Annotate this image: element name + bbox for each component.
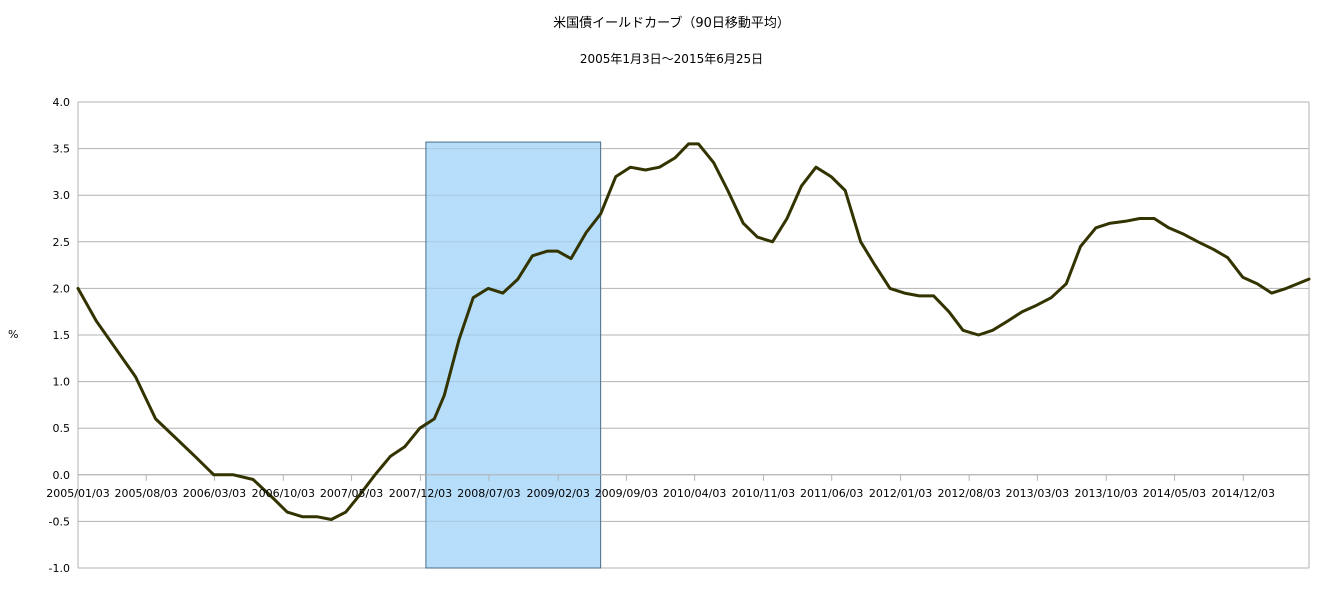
axis-layer [77, 102, 1309, 568]
label-layer: 4.0 3.5 3.0 2.5 2.0 1.5 1.0 0.5 0.0 -0.5 -1.0 2005/… [46, 96, 1275, 575]
chart-title: 米国債イールドカーブ（90日移動平均） [553, 16, 790, 31]
x-tick-label: 2008/07/03 [457, 487, 520, 500]
x-tick-label: 2012/01/03 [869, 487, 932, 500]
x-tick-label: 2005/08/03 [115, 487, 178, 500]
y-tick-label: 2.0 [53, 282, 71, 295]
x-tick-label: 2007/12/03 [389, 487, 452, 500]
highlight-band [425, 141, 602, 569]
chart-subtitle: 2005年1月3日～2015年6月25日 [579, 52, 764, 66]
x-tick-label: 2006/10/03 [252, 487, 315, 500]
y-tick-label: 3.0 [53, 189, 71, 202]
y-tick-label: 0.5 [53, 422, 71, 435]
x-tick-label: 2009/09/03 [595, 487, 658, 500]
y-tick-label: -0.5 [49, 515, 70, 528]
x-tick-label: 2010/04/03 [663, 487, 726, 500]
x-tick-label: 2012/08/03 [937, 487, 1000, 500]
y-tick-label: 1.0 [53, 376, 71, 389]
x-tick-label: 2011/06/03 [800, 487, 863, 500]
y-tick-label: -1.0 [49, 562, 70, 575]
y-tick-label: 3.5 [53, 143, 71, 156]
x-tick-label: 2005/01/03 [46, 487, 109, 500]
y-tick-label: 0.0 [53, 469, 71, 482]
x-tick-label: 2013/10/03 [1075, 487, 1138, 500]
x-tick-label: 2007/05/03 [320, 487, 383, 500]
y-axis-label: % [8, 328, 19, 341]
series-line [76, 142, 1311, 521]
x-tick-label: 2013/03/03 [1006, 487, 1069, 500]
highlight-layer [425, 141, 602, 569]
x-tick-label: 2006/03/03 [183, 487, 246, 500]
y-tick-label: 1.5 [53, 329, 71, 342]
x-tick-label: 2010/11/03 [732, 487, 795, 500]
x-tick-label: 2014/05/03 [1143, 487, 1206, 500]
line-layer [76, 142, 1311, 521]
y-tick-label: 2.5 [53, 236, 71, 249]
x-tick-label: 2009/02/03 [526, 487, 589, 500]
x-tick-label: 2014/12/03 [1212, 487, 1275, 500]
y-tick-label: 4.0 [53, 96, 71, 109]
